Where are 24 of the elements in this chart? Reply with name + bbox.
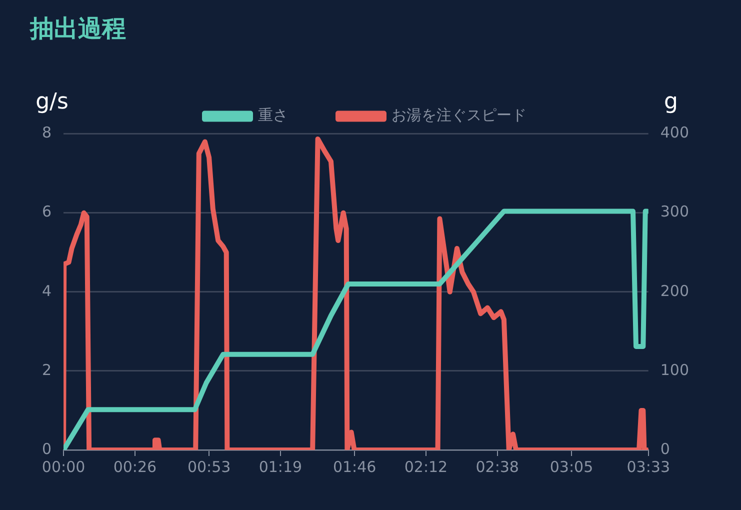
y2-tick-label: 100 (660, 360, 690, 379)
x-tick-label: 01:19 (258, 458, 302, 476)
y2-axis-title: g (664, 90, 678, 115)
x-tick-label: 00:53 (187, 458, 231, 476)
x-tick-label: 03:33 (626, 458, 670, 476)
x-tick-label: 03:05 (550, 458, 594, 476)
chart-title: 抽出過程 (29, 14, 126, 43)
x-tick-label: 00:00 (42, 458, 86, 476)
y-tick-label: 8 (42, 124, 52, 142)
y2-tick-label: 0 (660, 440, 670, 458)
y2-tick-label: 400 (660, 124, 690, 142)
x-tick-label: 00:26 (113, 458, 157, 476)
y-axis-title: g/s (36, 90, 68, 115)
legend-label: お湯を注ぐスピード (392, 106, 526, 124)
y-tick-label: 2 (42, 360, 52, 379)
y2-tick-label: 300 (660, 202, 690, 221)
y-tick-label: 0 (42, 440, 52, 458)
x-tick-label: 02:12 (404, 458, 448, 476)
x-tick-label: 01:46 (332, 458, 376, 476)
legend-label: 重さ (258, 106, 288, 124)
y-tick-label: 4 (42, 282, 52, 300)
y-tick-label: 6 (42, 202, 52, 221)
y2-tick-label: 200 (660, 282, 690, 300)
x-tick-label: 02:38 (476, 458, 519, 476)
